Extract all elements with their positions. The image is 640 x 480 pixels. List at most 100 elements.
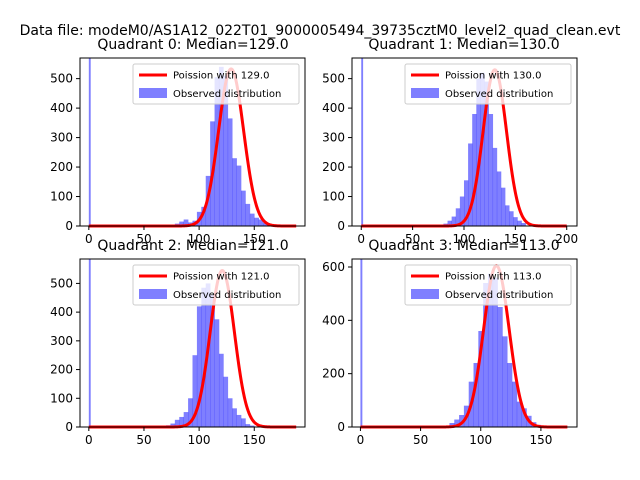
x-axis-ticks: 0 50 100 150 200 bbox=[357, 226, 578, 246]
legend-swatch-observed bbox=[411, 289, 439, 299]
histogram-bar bbox=[505, 205, 510, 226]
histogram-bar-spike bbox=[88, 259, 91, 427]
y-tick-label: 400 bbox=[322, 313, 345, 327]
y-tick-label: 400 bbox=[50, 101, 73, 115]
histogram-bar bbox=[249, 425, 255, 427]
histogram-bar bbox=[468, 143, 473, 226]
y-tick-label: 0 bbox=[65, 420, 73, 434]
x-tick-label: 50 bbox=[136, 232, 151, 246]
histogram-bar bbox=[449, 423, 455, 427]
histogram-bar bbox=[473, 363, 479, 427]
x-tick-label: 50 bbox=[413, 433, 428, 447]
panel-title: Quadrant 1: Median=130.0 bbox=[368, 37, 559, 53]
panel-quadrant-2: Quadrant 2: Median=121.0 0 50 100 150 0 100 20… bbox=[50, 238, 306, 447]
panel-quadrant-1: Quadrant 1: Median=130.0 0 50 100 150 200 0 10… bbox=[322, 37, 578, 246]
histogram-bar bbox=[502, 336, 508, 427]
histogram-bar bbox=[183, 412, 189, 427]
histogram-bar bbox=[236, 414, 242, 427]
histogram-bar bbox=[496, 171, 502, 226]
histogram-bar bbox=[188, 398, 193, 427]
histogram-bar-spike bbox=[360, 259, 363, 427]
histogram-bar-spike bbox=[361, 58, 364, 226]
x-tick-label: 100 bbox=[453, 232, 476, 246]
histogram-bar bbox=[513, 217, 518, 226]
legend-label-observed: Observed distribution bbox=[173, 89, 281, 100]
y-tick-label: 0 bbox=[65, 219, 73, 233]
figure-suptitle: Data file: modeM0/AS1A12_022T01_90000054… bbox=[20, 23, 621, 39]
histogram-bar bbox=[245, 424, 251, 427]
x-tick-label: 200 bbox=[555, 232, 578, 246]
x-tick-label: 0 bbox=[357, 433, 365, 447]
x-tick-label: 0 bbox=[357, 232, 365, 246]
y-tick-label: 500 bbox=[50, 276, 73, 290]
plot-area bbox=[359, 259, 569, 429]
y-tick-label: 300 bbox=[50, 131, 73, 145]
histogram-bar bbox=[174, 419, 180, 427]
histogram-bar bbox=[507, 363, 513, 427]
histogram-bar bbox=[263, 223, 268, 226]
y-tick-label: 100 bbox=[322, 190, 345, 204]
legend-label-poisson: Poission with 129.0 bbox=[173, 71, 269, 82]
histogram-bar bbox=[245, 203, 251, 226]
histogram-bar bbox=[210, 294, 215, 427]
histogram-bar bbox=[241, 190, 246, 226]
axes-frame bbox=[351, 258, 578, 428]
histogram-bar bbox=[232, 408, 237, 427]
histogram-bar bbox=[236, 165, 242, 226]
y-tick-label: 500 bbox=[50, 72, 73, 86]
x-tick-label: 150 bbox=[504, 232, 527, 246]
legend: Poission with 113.0 Observed distribution bbox=[404, 264, 572, 306]
histogram-bar bbox=[223, 376, 229, 427]
y-tick-label: 300 bbox=[50, 334, 73, 348]
y-tick-label: 100 bbox=[50, 190, 73, 204]
histogram-bar bbox=[487, 273, 494, 427]
histogram-bar bbox=[459, 415, 465, 427]
legend: Poission with 121.0 Observed distribution bbox=[132, 264, 300, 306]
histogram-bar bbox=[516, 401, 522, 427]
histogram-bar bbox=[179, 221, 184, 226]
histogram-bar bbox=[232, 158, 237, 226]
histogram-bar bbox=[254, 217, 259, 226]
y-tick-label: 400 bbox=[50, 305, 73, 319]
histogram-bar bbox=[258, 219, 264, 226]
histogram-bar bbox=[478, 331, 484, 427]
histogram-bar bbox=[451, 216, 457, 226]
histogram-bar bbox=[218, 353, 224, 427]
axes-frame bbox=[79, 57, 306, 227]
axes-frame bbox=[351, 57, 578, 227]
x-tick-label: 100 bbox=[469, 433, 492, 447]
x-tick-label: 100 bbox=[188, 433, 211, 447]
legend-swatch-observed bbox=[139, 88, 167, 98]
histogram-bar bbox=[521, 223, 526, 226]
y-tick-label: 300 bbox=[322, 131, 345, 145]
panel-quadrant-3: Quadrant 3: Median=113.0 0 50 100 150 0 200 40… bbox=[322, 238, 578, 447]
histogram-bar bbox=[484, 81, 489, 226]
y-tick-label: 200 bbox=[322, 160, 345, 174]
y-axis-ticks: 0 100 200 300 400 500 bbox=[50, 276, 80, 434]
histogram-bar bbox=[447, 220, 452, 226]
histogram-bar bbox=[517, 220, 522, 226]
legend-label-poisson: Poission with 113.0 bbox=[445, 272, 541, 283]
y-tick-label: 200 bbox=[50, 160, 73, 174]
histogram-bar bbox=[500, 187, 506, 226]
histogram-bar bbox=[201, 287, 207, 427]
x-tick-label: 50 bbox=[136, 433, 151, 447]
histogram-bar bbox=[249, 213, 255, 226]
legend-label-observed: Observed distribution bbox=[445, 89, 553, 100]
histogram-bar bbox=[227, 118, 233, 226]
histogram-bar bbox=[492, 277, 498, 427]
x-axis-ticks: 0 50 100 150 bbox=[85, 427, 266, 447]
legend-frame bbox=[404, 264, 572, 306]
x-axis-ticks: 0 50 100 150 bbox=[357, 427, 552, 447]
histogram-bar bbox=[455, 208, 461, 226]
legend-label-observed: Observed distribution bbox=[173, 290, 281, 301]
histogram-bar bbox=[476, 78, 481, 226]
x-tick-label: 0 bbox=[85, 232, 93, 246]
histogram-bar bbox=[227, 398, 233, 427]
y-axis-ticks: 0 100 200 300 400 500 bbox=[322, 72, 352, 233]
y-tick-label: 100 bbox=[50, 391, 73, 405]
histogram-bar bbox=[454, 419, 460, 427]
y-tick-label: 500 bbox=[322, 72, 345, 86]
y-axis-ticks: 0 100 200 300 400 500 bbox=[50, 72, 80, 233]
